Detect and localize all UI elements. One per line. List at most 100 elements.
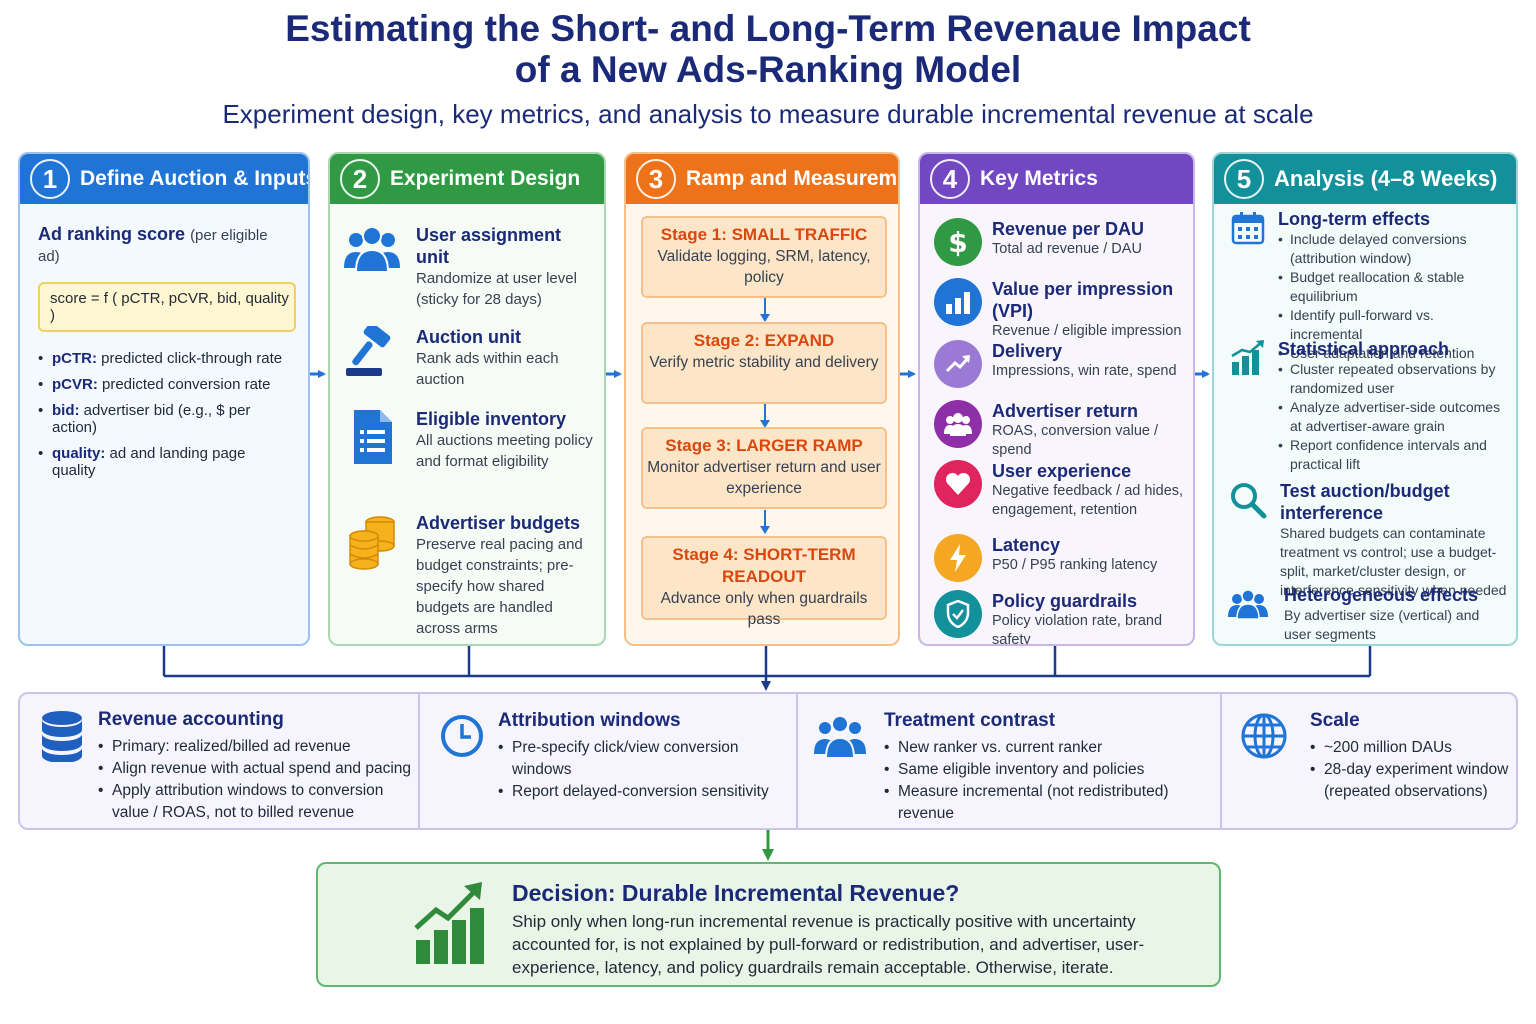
list-item: Report confidence intervals and practica… xyxy=(1278,436,1510,474)
item-desc: Randomize at user level (sticky for 28 d… xyxy=(416,270,577,308)
dollar-icon: $ xyxy=(934,218,982,266)
metric-desc: Negative feedback / ad hides, engagement… xyxy=(992,483,1184,518)
list-item: User adaptation and retention xyxy=(1278,344,1510,363)
decision-box: Decision: Durable Incremental Revenue? S… xyxy=(316,862,1221,987)
metric-vpi: Value per impression (VPI) Revenue / elig… xyxy=(934,278,1187,339)
list-item: Apply attribution windows to conversion … xyxy=(98,780,414,824)
list-item: Identify pull-forward vs. incremental xyxy=(1278,306,1510,344)
score-formula: score = f ( pCTR, pCVR, bid, quality ) xyxy=(38,282,296,332)
magnifier-icon xyxy=(1228,480,1268,520)
scale-section: Scale ~200 million DAUs 28-day experimen… xyxy=(1222,694,1516,828)
page-subtitle: Experiment design, key metrics, and anal… xyxy=(222,99,1314,129)
metric-title: Advertiser return xyxy=(992,401,1139,421)
metric-title: Revenue per DAU xyxy=(992,219,1145,239)
input-list: pCTR: predicted click-through rate pCVR:… xyxy=(38,350,290,479)
analysis-title: Statistical approach xyxy=(1278,339,1450,359)
metric-policy-guardrails: Policy guardrails Policy violation rate, … xyxy=(934,590,1187,644)
section-title: Attribution windows xyxy=(498,710,681,731)
section-title: Treatment contrast xyxy=(884,710,1056,731)
calendar-icon xyxy=(1228,208,1268,248)
panel-define-auction: 1 Define Auction & Inputs Ad ranking sco… xyxy=(18,152,310,646)
panel-title: Ramp and Measurement xyxy=(686,167,898,190)
treatment-contrast-section: Treatment contrast New ranker vs. curren… xyxy=(798,694,1220,828)
panel-experiment-design: 2 Experiment Design User assignment unit… xyxy=(328,152,606,646)
list-item: pCTR: predicted click-through rate xyxy=(38,350,290,367)
panel-title: Analysis (4–8 Weeks) xyxy=(1274,166,1498,191)
list-item: Analyze advertiser-side outcomes at adve… xyxy=(1278,398,1510,436)
panel-title: Experiment Design xyxy=(390,167,581,190)
list-item: Pre-specify click/view conversion window… xyxy=(498,737,792,781)
list-item: Report delayed-conversion sensitivity xyxy=(498,781,792,803)
metric-user-experience: User experience Negative feedback / ad hi… xyxy=(934,460,1187,518)
stage-desc: Advance only when guardrails pass xyxy=(660,590,868,628)
list-item: New ranker vs. current ranker xyxy=(884,737,1216,759)
panel-header: 4 Key Metrics xyxy=(920,154,1193,204)
section-title: Revenue accounting xyxy=(98,709,284,730)
step-number: 3 xyxy=(636,159,676,199)
people-icon xyxy=(934,400,982,448)
ramp-stage-1: Stage 1: SMALL TRAFFIC Validate logging,… xyxy=(641,216,887,298)
trend-up-icon xyxy=(934,340,982,388)
assumptions-strip: Revenue accounting Primary: realized/bil… xyxy=(18,692,1518,830)
list-item: Primary: realized/billed ad revenue xyxy=(98,736,414,758)
analysis-bullets: Include delayed conversions (attribution… xyxy=(1278,230,1510,363)
stage-desc: Validate logging, SRM, latency, policy xyxy=(657,248,871,286)
divider xyxy=(418,694,420,828)
item-title: User assignment unit xyxy=(416,225,562,267)
ranking-score-qualifier: (per eligible ad) xyxy=(38,227,268,265)
panel-collector-lines xyxy=(162,646,1372,691)
list-item: pCVR: predicted conversion rate xyxy=(38,376,290,393)
panel-title: Key Metrics xyxy=(980,167,1098,190)
users-icon xyxy=(342,224,402,284)
users-icon xyxy=(814,710,866,762)
analysis-desc: Shared budgets can contaminate treatment… xyxy=(1280,525,1507,598)
item-title: Eligible inventory xyxy=(416,409,567,429)
metric-title: User experience xyxy=(992,461,1132,481)
metric-desc: Total ad revenue / DAU xyxy=(992,241,1142,257)
metric-desc: ROAS, conversion value / spend xyxy=(992,423,1159,458)
divider xyxy=(1220,694,1222,828)
stage-title: Stage 1: SMALL TRAFFIC xyxy=(660,225,868,244)
down-arrow-icon xyxy=(760,298,770,322)
panel-header: 2 Experiment Design xyxy=(330,154,604,204)
list-item: Include delayed conversions (attribution… xyxy=(1278,230,1510,268)
list-item: Measure incremental (not redistributed) … xyxy=(884,781,1216,825)
panel-header: 1 Define Auction & Inputs xyxy=(20,154,308,204)
item-desc: All auctions meeting policy and format e… xyxy=(416,432,593,470)
lightning-icon xyxy=(934,534,982,582)
list-item: 28-day experiment window (repeated obser… xyxy=(1310,759,1512,803)
item-title: Advertiser budgets xyxy=(416,513,581,533)
analysis-bullets: Cluster repeated observations by randomi… xyxy=(1278,360,1510,474)
metric-desc: Policy violation rate, brand safety xyxy=(992,613,1163,646)
coin-stack-icon xyxy=(342,512,402,572)
panel-header: 5 Analysis (4–8 Weeks) xyxy=(1214,154,1516,204)
ranking-score-label: Ad ranking score xyxy=(38,224,186,244)
item-title: Auction unit xyxy=(416,327,521,347)
list-item: Align revenue with actual spend and paci… xyxy=(98,758,414,780)
metric-desc: Impressions, win rate, spend xyxy=(992,363,1177,379)
title-line-1: Estimating the Short- and Long-Term Reve… xyxy=(285,8,1251,49)
panel-analysis: 5 Analysis (4–8 Weeks) Long-term effects… xyxy=(1212,152,1518,646)
section-title: Scale xyxy=(1310,710,1360,731)
metric-latency: Latency P50 / P95 ranking latency xyxy=(934,534,1187,588)
panel-title: Define Auction & Inputs xyxy=(80,167,310,190)
revenue-accounting-section: Revenue accounting Primary: realized/bil… xyxy=(20,694,418,828)
step-number: 4 xyxy=(930,159,970,199)
attribution-windows-section: Attribution windows Pre-specify click/vi… xyxy=(420,694,796,828)
gavel-icon xyxy=(342,326,402,386)
bar-trend-icon xyxy=(1228,338,1268,378)
step-number: 5 xyxy=(1224,159,1264,199)
metric-title: Delivery xyxy=(992,341,1063,361)
list-item: Cluster repeated observations by randomi… xyxy=(1278,360,1510,398)
metric-title: Value per impression (VPI) xyxy=(992,279,1174,321)
metric-desc: P50 / P95 ranking latency xyxy=(992,557,1158,573)
growth-chart-icon xyxy=(414,880,490,966)
metric-title: Policy guardrails xyxy=(992,591,1138,611)
step-number: 2 xyxy=(340,159,380,199)
title-line-2: of a New Ads-Ranking Model xyxy=(514,49,1022,90)
list-item: ~200 million DAUs xyxy=(1310,737,1512,759)
section-bullets: ~200 million DAUs 28-day experiment wind… xyxy=(1310,737,1512,803)
list-item: quality: ad and landing page quality xyxy=(38,445,290,479)
down-arrow-icon xyxy=(760,404,770,428)
analysis-title: Test auction/budget interference xyxy=(1280,481,1450,523)
